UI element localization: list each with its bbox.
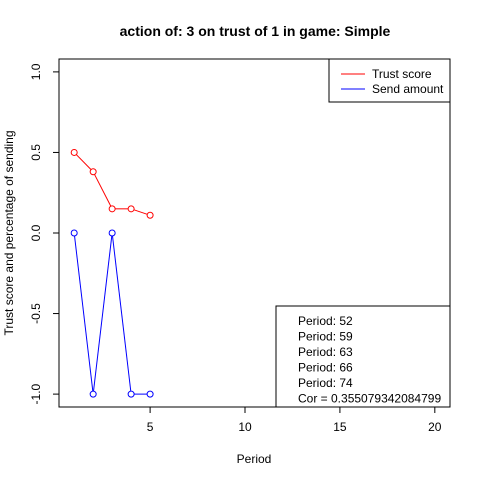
y-tick-label: -0.5	[29, 303, 43, 324]
legend-label: Trust score	[372, 67, 432, 81]
series-segment	[75, 154, 92, 170]
info-line: Period: 52	[298, 314, 353, 328]
series-segment	[94, 174, 112, 207]
x-tick-label: 15	[333, 420, 347, 434]
data-point	[70, 148, 78, 156]
info-line: Cor = 0.355079342084799	[298, 392, 441, 406]
y-tick-label: 0.5	[29, 144, 43, 161]
x-tick-label: 5	[147, 420, 154, 434]
y-tick-label: 0.0	[29, 224, 43, 241]
series-segment	[93, 235, 113, 392]
data-point	[146, 211, 154, 219]
data-point	[127, 390, 135, 398]
series-segment	[112, 235, 132, 392]
x-tick-label: 10	[238, 420, 252, 434]
y-tick-label: -1.0	[29, 383, 43, 404]
y-tick-label: 1.0	[29, 63, 43, 80]
y-axis-label: Trust score and percentage of sending	[2, 130, 16, 335]
data-point	[108, 205, 116, 213]
series-segment	[133, 209, 148, 215]
data-point	[89, 390, 97, 398]
info-line: Period: 63	[298, 345, 353, 359]
info-line: Period: 66	[298, 361, 353, 375]
data-point	[89, 168, 97, 176]
legend-box	[328, 58, 451, 103]
x-axis-label: Period	[237, 452, 272, 466]
series-layer	[70, 148, 154, 398]
info-line: Period: 59	[298, 330, 353, 344]
data-point	[108, 229, 116, 237]
x-tick-label: 20	[428, 420, 442, 434]
info-box-frame	[275, 305, 451, 408]
data-point	[70, 229, 78, 237]
x-axis: 5 10 15 20	[147, 406, 442, 434]
y-axis: -1.0 -0.5 0.0 0.5 1.0	[29, 63, 60, 404]
chart-title: action of: 3 on trust of 1 in game: Simp…	[120, 23, 391, 39]
data-point	[146, 390, 154, 398]
series-1	[70, 148, 154, 219]
legend-label: Send amount	[372, 82, 444, 96]
data-point	[127, 205, 135, 213]
info-line: Period: 74	[298, 376, 353, 390]
series-segment	[74, 235, 94, 392]
series-2	[70, 229, 154, 398]
